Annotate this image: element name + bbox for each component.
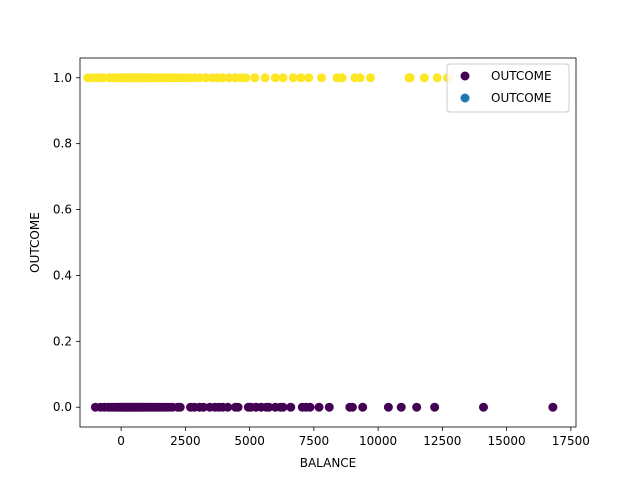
- data-point: [347, 402, 357, 412]
- x-tick-label: 5000: [234, 434, 265, 448]
- data-point: [355, 73, 365, 83]
- legend-label: OUTCOME: [491, 69, 552, 83]
- data-point: [195, 73, 204, 83]
- data-point: [233, 402, 243, 412]
- data-point: [305, 402, 315, 412]
- x-tick-label: 10000: [359, 434, 397, 448]
- data-point: [478, 402, 488, 412]
- y-tick-label: 0.4: [53, 268, 72, 282]
- data-point: [405, 73, 415, 83]
- data-point: [314, 402, 324, 412]
- data-point: [241, 73, 251, 83]
- legend-label: OUTCOME: [491, 91, 552, 105]
- x-tick-label: 15000: [488, 434, 526, 448]
- data-point: [98, 73, 108, 83]
- x-tick-label: 2500: [170, 434, 201, 448]
- data-point: [419, 73, 429, 83]
- data-point: [278, 402, 288, 412]
- data-point: [324, 402, 334, 412]
- plot-frame: [79, 57, 577, 428]
- data-point: [278, 73, 288, 83]
- y-tick-label: 0.8: [53, 137, 72, 151]
- data-point: [198, 402, 208, 412]
- data-points: [83, 73, 558, 412]
- x-axis-ticks: 0 2500 5000 7500 10000 12500 15000 17500: [117, 427, 590, 448]
- data-point: [412, 402, 422, 412]
- plot-area: [80, 58, 576, 427]
- data-point: [358, 402, 368, 412]
- data-point: [365, 73, 375, 83]
- y-axis-label: OUTCOME: [28, 212, 42, 273]
- data-point: [296, 73, 306, 83]
- data-point: [286, 402, 296, 412]
- y-tick-label: 0.2: [53, 334, 72, 348]
- x-axis-label: BALANCE: [300, 456, 357, 470]
- x-tick-label: 17500: [552, 434, 590, 448]
- legend: OUTCOME OUTCOME: [446, 63, 570, 113]
- y-tick-label: 1.0: [53, 71, 72, 85]
- data-point: [304, 73, 314, 83]
- legend-marker: [460, 71, 470, 81]
- data-point: [430, 402, 440, 412]
- data-point: [270, 73, 280, 83]
- data-point: [223, 402, 233, 412]
- data-point: [317, 73, 327, 83]
- data-point: [432, 73, 442, 83]
- data-point: [288, 73, 298, 83]
- y-tick-label: 0.6: [53, 203, 72, 217]
- data-point: [337, 73, 347, 83]
- legend-marker: [460, 93, 470, 103]
- data-point: [260, 73, 270, 83]
- data-point: [224, 73, 234, 83]
- data-point: [264, 402, 274, 412]
- data-point: [383, 402, 393, 412]
- x-tick-label: 12500: [423, 434, 461, 448]
- data-point: [201, 73, 211, 83]
- data-point: [396, 402, 406, 412]
- y-axis-ticks: 0.0 0.2 0.4 0.6 0.8 1.0: [53, 71, 80, 414]
- x-tick-label: 0: [117, 434, 125, 448]
- data-point: [548, 402, 558, 412]
- y-tick-label: 0.0: [53, 400, 72, 414]
- data-point: [175, 402, 185, 412]
- data-point: [218, 73, 228, 83]
- x-tick-label: 7500: [299, 434, 330, 448]
- legend-box: [446, 63, 570, 113]
- data-point: [250, 73, 260, 83]
